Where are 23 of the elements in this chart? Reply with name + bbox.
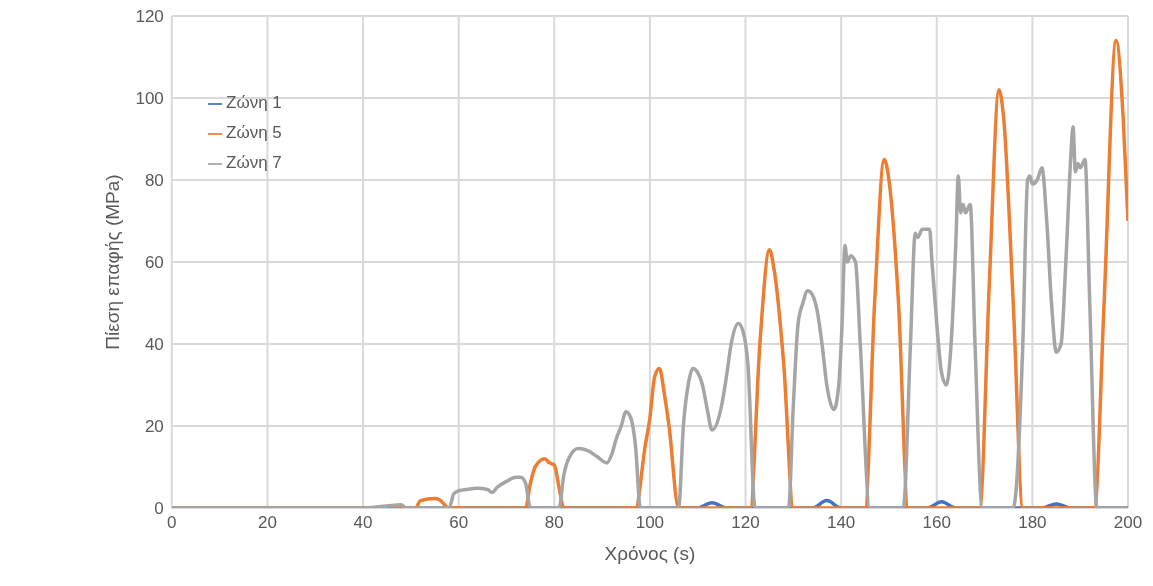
y-tick-label: 60	[144, 253, 164, 273]
x-tick-label: 60	[449, 513, 469, 533]
legend-label: Ζώνη 1	[226, 93, 282, 112]
x-tick-label: 100	[635, 513, 665, 533]
x-tick-label: 200	[1113, 513, 1143, 533]
y-tick-label: 120	[135, 7, 164, 27]
y-tick-label: 20	[144, 417, 164, 437]
x-tick-label: 80	[544, 513, 564, 533]
legend-label: Ζώνη 5	[226, 123, 282, 142]
y-tick-label: 40	[144, 335, 164, 355]
y-axis-title: Πίεση επαφής (MPa)	[101, 174, 123, 350]
x-axis-title: Χρόνος (s)	[604, 543, 696, 564]
x-tick-label: 180	[1018, 513, 1047, 533]
y-tick-label: 100	[135, 89, 164, 109]
x-tick-label: 20	[257, 513, 277, 533]
x-tick-label: 0	[167, 513, 177, 533]
legend-label: Ζώνη 7	[226, 153, 282, 172]
y-tick-label: 0	[154, 499, 164, 519]
x-tick-label: 40	[353, 513, 373, 533]
x-tick-label: 120	[731, 513, 760, 533]
x-tick-label: 140	[826, 513, 856, 533]
x-tick-label: 160	[922, 513, 951, 533]
y-tick-label: 80	[144, 171, 164, 191]
